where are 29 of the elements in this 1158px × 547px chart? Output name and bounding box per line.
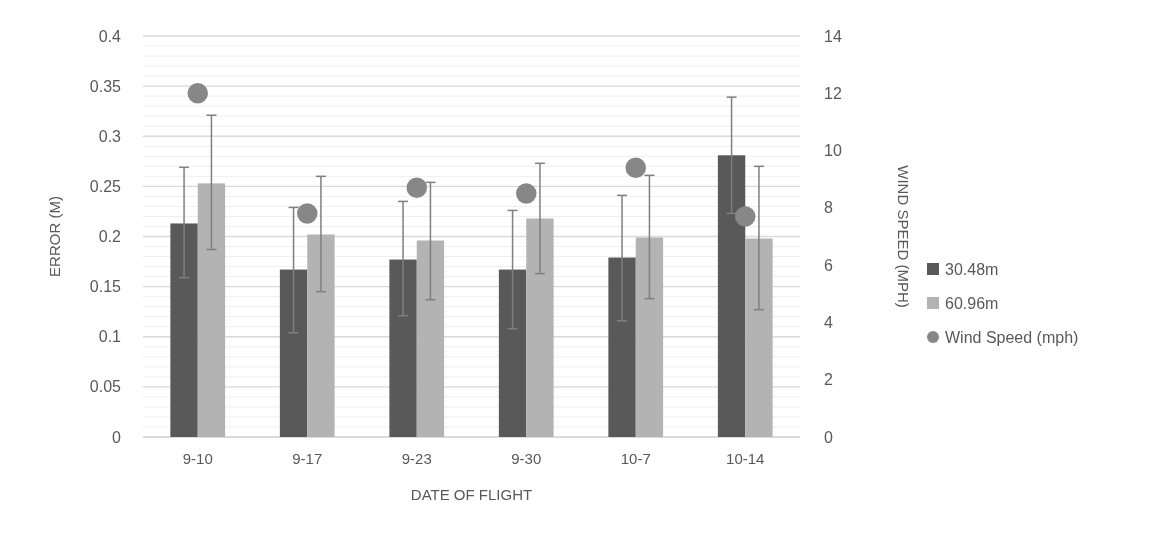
y-tick-label: 0.05: [89, 378, 122, 396]
y2-tick-label: 0: [824, 428, 833, 446]
y-tick-label: 0.3: [98, 127, 122, 145]
x-tick-label: 10-7: [620, 450, 651, 467]
x-tick-label: 9-17: [292, 450, 323, 467]
y-tick-label: 0.4: [98, 27, 122, 45]
y-tick-label: 0.15: [89, 278, 122, 296]
x-tick-label: 9-10: [182, 450, 213, 467]
legend-label: 30.48m: [945, 260, 999, 278]
y2-tick-label: 12: [824, 84, 842, 102]
y2-tick-label: 6: [824, 256, 833, 274]
y-tick-label: 0.35: [89, 77, 122, 95]
y2-tick-label: 10: [824, 142, 842, 160]
y2-tick-label: 14: [824, 27, 842, 45]
y-tick-label: 0.25: [89, 177, 122, 195]
y-tick-label: 0: [112, 428, 122, 446]
x-axis-title: DATE OF FLIGHT: [410, 486, 533, 503]
y2-axis-title: WIND SPEED (MPH): [895, 165, 912, 308]
x-tick-label: 9-23: [401, 450, 432, 467]
x-tick-label: 9-30: [511, 450, 542, 467]
y-tick-label: 0.2: [98, 228, 122, 246]
y2-tick-label: 8: [824, 199, 833, 217]
x-tick-label: 10-14: [726, 450, 765, 467]
y-tick-label: 0.1: [98, 328, 122, 346]
legend-label: 60.96m: [945, 294, 999, 312]
y-axis-title: ERROR (M): [46, 196, 63, 277]
legend-label: Wind Speed (mph): [945, 328, 1079, 346]
y2-tick-label: 2: [824, 371, 833, 389]
y2-tick-label: 4: [824, 314, 833, 332]
